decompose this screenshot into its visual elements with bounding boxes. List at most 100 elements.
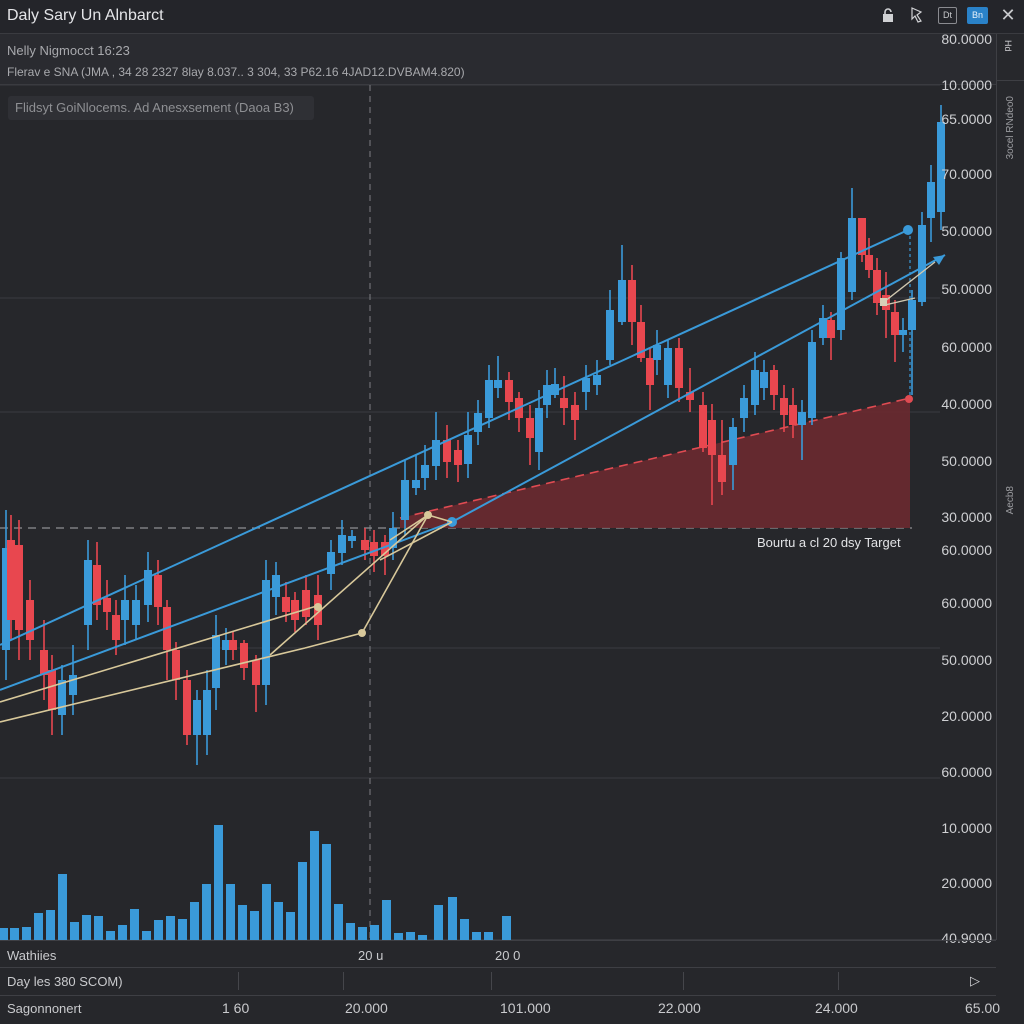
candle[interactable] bbox=[819, 305, 827, 345]
candle[interactable] bbox=[193, 690, 201, 765]
projection-line[interactable] bbox=[879, 261, 936, 306]
channel-line[interactable] bbox=[389, 514, 429, 541]
candle[interactable] bbox=[381, 535, 389, 575]
target-point[interactable] bbox=[905, 395, 913, 403]
candle[interactable] bbox=[203, 670, 211, 755]
candle[interactable] bbox=[560, 376, 568, 425]
candle[interactable] bbox=[699, 392, 707, 452]
candle[interactable] bbox=[780, 385, 788, 432]
channel-line[interactable] bbox=[379, 521, 453, 561]
candle[interactable] bbox=[729, 418, 737, 490]
annotation-box[interactable]: Flidsyt GoiNlocems. Ad Anesxsement (Daoa… bbox=[8, 96, 314, 120]
candle[interactable] bbox=[593, 360, 601, 395]
price-chart[interactable] bbox=[0, 0, 996, 940]
candle[interactable] bbox=[229, 632, 237, 660]
candle[interactable] bbox=[58, 665, 66, 735]
candle[interactable] bbox=[618, 245, 626, 325]
candle[interactable] bbox=[15, 520, 23, 660]
candle[interactable] bbox=[212, 615, 220, 710]
candle[interactable] bbox=[646, 348, 654, 410]
candle[interactable] bbox=[172, 642, 180, 700]
candle[interactable] bbox=[302, 575, 310, 625]
candle[interactable] bbox=[515, 392, 523, 432]
candle[interactable] bbox=[918, 212, 926, 306]
candle[interactable] bbox=[327, 540, 335, 590]
candle[interactable] bbox=[899, 318, 907, 352]
candle[interactable] bbox=[808, 330, 816, 425]
candle[interactable] bbox=[485, 365, 493, 428]
indicator-badge-button[interactable]: Dt bbox=[937, 6, 957, 24]
candle[interactable] bbox=[535, 390, 543, 470]
candle[interactable] bbox=[252, 655, 260, 712]
candle[interactable] bbox=[2, 510, 10, 680]
candle[interactable] bbox=[653, 330, 661, 375]
candle[interactable] bbox=[84, 540, 92, 650]
candle[interactable] bbox=[664, 340, 672, 398]
candle[interactable] bbox=[827, 312, 835, 360]
projection-anchor[interactable] bbox=[880, 298, 887, 306]
candle[interactable] bbox=[494, 356, 502, 398]
candle[interactable] bbox=[401, 460, 409, 535]
candle[interactable] bbox=[740, 385, 748, 432]
channel-line[interactable] bbox=[304, 632, 363, 649]
candle[interactable] bbox=[421, 445, 429, 490]
candle[interactable] bbox=[937, 105, 945, 230]
candle[interactable] bbox=[718, 420, 726, 495]
candle[interactable] bbox=[93, 542, 101, 620]
close-icon[interactable]: ✕ bbox=[1000, 4, 1016, 25]
candle[interactable] bbox=[927, 165, 935, 242]
candle[interactable] bbox=[686, 368, 694, 412]
candle[interactable] bbox=[675, 338, 683, 402]
candle[interactable] bbox=[837, 252, 845, 340]
candle[interactable] bbox=[474, 400, 482, 445]
candle[interactable] bbox=[858, 218, 866, 262]
lower-trendline-segment[interactable] bbox=[0, 521, 453, 691]
candle[interactable] bbox=[40, 620, 48, 700]
candle[interactable] bbox=[454, 440, 462, 482]
candle[interactable] bbox=[348, 530, 356, 548]
candle[interactable] bbox=[412, 455, 420, 495]
candle[interactable] bbox=[848, 188, 856, 300]
candle[interactable] bbox=[103, 580, 111, 630]
candle[interactable] bbox=[551, 368, 559, 398]
candle[interactable] bbox=[770, 365, 778, 410]
candle[interactable] bbox=[132, 585, 140, 640]
channel-line[interactable] bbox=[0, 604, 321, 703]
channel-line[interactable] bbox=[0, 647, 306, 723]
candle[interactable] bbox=[183, 670, 191, 745]
candle[interactable] bbox=[262, 560, 270, 705]
candle[interactable] bbox=[443, 425, 451, 478]
candle[interactable] bbox=[798, 400, 806, 460]
candle[interactable] bbox=[464, 412, 472, 478]
candle[interactable] bbox=[789, 388, 797, 438]
candle[interactable] bbox=[338, 520, 346, 565]
candle[interactable] bbox=[873, 258, 881, 315]
candle[interactable] bbox=[163, 600, 171, 680]
candle[interactable] bbox=[908, 290, 916, 395]
candle[interactable] bbox=[154, 560, 162, 625]
channel-anchor[interactable] bbox=[424, 511, 432, 519]
channel-line[interactable] bbox=[269, 514, 429, 656]
candle[interactable] bbox=[751, 352, 759, 415]
candle[interactable] bbox=[526, 405, 534, 465]
candle[interactable] bbox=[628, 265, 636, 345]
active-panel-badge-button[interactable]: Bn bbox=[966, 6, 988, 24]
trendline-handle[interactable] bbox=[903, 225, 913, 235]
right-side-panel[interactable]: Hd 3ocel RNdeo0 Aecb8 bbox=[996, 34, 1024, 940]
candle[interactable] bbox=[571, 392, 579, 440]
lower-trendline[interactable] bbox=[451, 254, 946, 523]
candle[interactable] bbox=[708, 404, 716, 505]
channel-anchor[interactable] bbox=[358, 629, 366, 637]
candle[interactable] bbox=[865, 238, 873, 278]
play-icon[interactable]: ▷ bbox=[970, 973, 980, 988]
candle[interactable] bbox=[7, 515, 15, 640]
candle[interactable] bbox=[48, 655, 56, 735]
candle[interactable] bbox=[272, 562, 280, 615]
candle[interactable] bbox=[240, 640, 248, 680]
upper-trendline[interactable] bbox=[0, 229, 909, 646]
draw-tool-icon[interactable] bbox=[908, 5, 928, 25]
channel-anchor[interactable] bbox=[314, 603, 322, 611]
candle[interactable] bbox=[582, 365, 590, 410]
channel-line[interactable] bbox=[361, 514, 429, 634]
candle[interactable] bbox=[121, 575, 129, 645]
